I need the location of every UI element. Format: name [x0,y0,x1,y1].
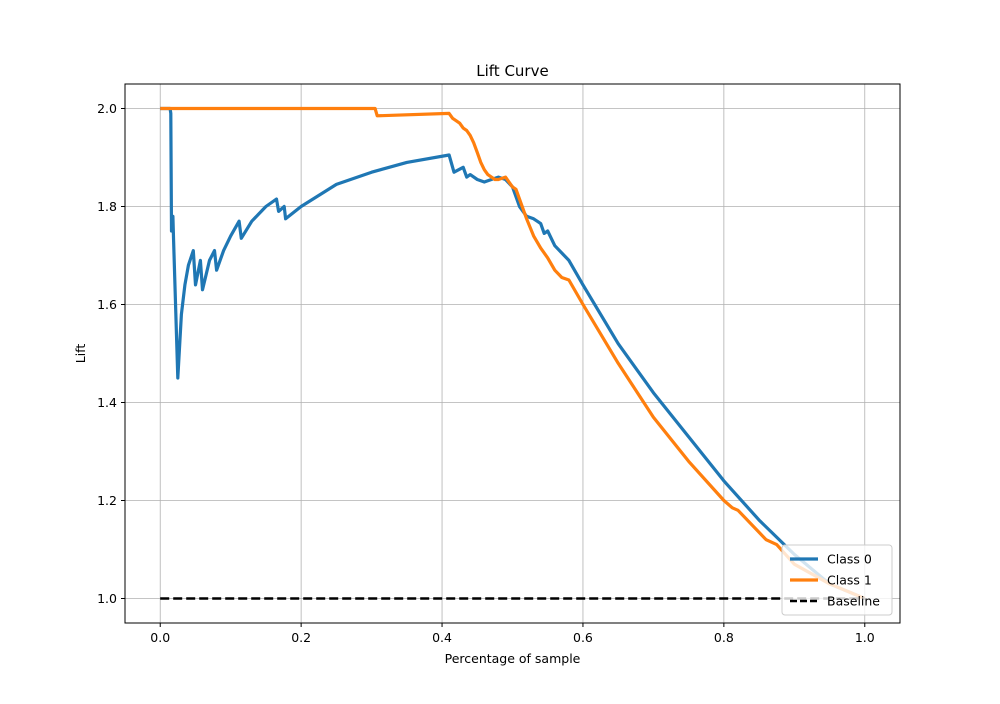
x-tick-label: 0.4 [432,630,452,645]
legend-box [781,544,893,616]
x-tick-label: 0.8 [714,630,734,645]
legend: Class 0 Class 1 Baseline [781,544,893,616]
y-axis-label: Lift [73,344,88,364]
legend-label: Class 1 [827,573,872,588]
legend-label: Class 0 [827,552,872,567]
axes-frame [124,83,901,624]
legend-label: Baseline [827,594,880,609]
grid [125,84,900,623]
x-axis-label: Percentage of sample [445,651,581,666]
plot-lines [160,106,866,600]
x-tick-label: 0.0 [150,630,170,645]
series-line-class-1 [160,106,866,600]
series-line-class-0 [160,106,866,600]
chart-title: Lift Curve [476,62,548,80]
ticks: 0.0 0.2 0.4 0.6 0.8 1.0 1.0 1.2 1.4 1.6 1.8 2.0 [97,101,875,645]
y-tick-label: 1.6 [97,297,117,312]
y-tick-label: 1.0 [97,591,117,606]
y-tick-label: 1.4 [97,395,117,410]
x-tick-label: 0.6 [573,630,593,645]
x-tick-label: 0.2 [291,630,311,645]
y-tick-label: 2.0 [97,101,117,116]
x-tick-label: 1.0 [855,630,875,645]
y-tick-label: 1.8 [97,199,117,214]
y-tick-label: 1.2 [97,493,117,508]
